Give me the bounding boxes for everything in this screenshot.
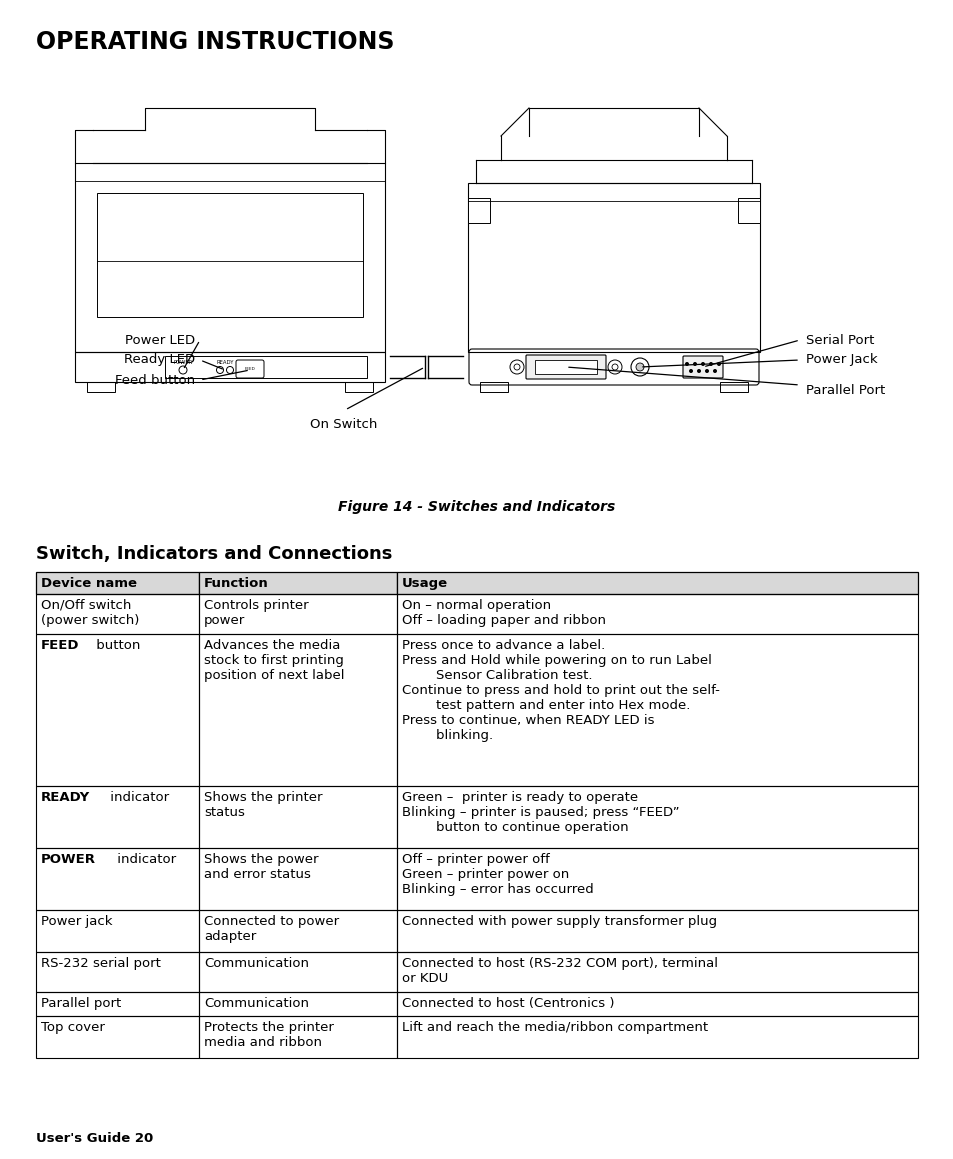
Bar — [199, 952, 396, 992]
Text: Power LED: Power LED — [125, 334, 194, 347]
Circle shape — [692, 362, 697, 366]
Bar — [165, 356, 367, 378]
Text: Ready LED: Ready LED — [124, 353, 194, 366]
Circle shape — [704, 369, 708, 373]
Text: Device name: Device name — [41, 577, 137, 590]
Bar — [36, 952, 199, 992]
Bar — [738, 198, 760, 223]
Bar — [36, 992, 199, 1016]
Bar — [396, 848, 917, 910]
Text: button: button — [91, 639, 140, 653]
FancyBboxPatch shape — [525, 355, 605, 379]
Text: POWER: POWER — [173, 360, 193, 365]
Circle shape — [510, 360, 523, 374]
Bar — [468, 198, 490, 223]
Text: OPERATING INSTRUCTIONS: OPERATING INSTRUCTIONS — [36, 30, 395, 54]
Bar — [75, 163, 385, 352]
Text: Advances the media
stock to first printing
position of next label: Advances the media stock to first printi… — [204, 639, 344, 681]
Text: Protects the printer
media and ribbon: Protects the printer media and ribbon — [204, 1021, 334, 1049]
Bar — [396, 952, 917, 992]
Text: Connected with power supply transformer plug: Connected with power supply transformer … — [401, 914, 717, 928]
Text: On/Off switch
(power switch): On/Off switch (power switch) — [41, 599, 139, 627]
Text: READY: READY — [216, 360, 233, 365]
Text: Communication: Communication — [204, 957, 309, 970]
Text: FEED: FEED — [244, 367, 255, 371]
Bar — [396, 595, 917, 634]
Bar — [36, 786, 199, 848]
Text: READY: READY — [41, 790, 91, 804]
Text: Connected to host (RS-232 COM port), terminal
or KDU: Connected to host (RS-232 COM port), ter… — [401, 957, 718, 985]
Text: Figure 14 - Switches and Indicators: Figure 14 - Switches and Indicators — [338, 500, 615, 513]
Text: Function: Function — [204, 577, 269, 590]
Text: Parallel port: Parallel port — [41, 997, 121, 1009]
Text: Connected to host (Centronics ): Connected to host (Centronics ) — [401, 997, 614, 1009]
Bar — [396, 634, 917, 786]
Bar — [36, 1016, 199, 1058]
Text: Switch, Indicators and Connections: Switch, Indicators and Connections — [36, 545, 392, 563]
Text: Power Jack: Power Jack — [805, 353, 877, 366]
Bar — [199, 992, 396, 1016]
Text: Controls printer
power: Controls printer power — [204, 599, 309, 627]
Bar — [199, 910, 396, 952]
Text: FEED: FEED — [41, 639, 79, 653]
Circle shape — [636, 363, 643, 371]
Bar — [396, 573, 917, 595]
Text: Communication: Communication — [204, 997, 309, 1009]
Bar — [396, 992, 917, 1016]
Bar — [720, 382, 747, 392]
Text: Press once to advance a label.
Press and Hold while powering on to run Label
   : Press once to advance a label. Press and… — [401, 639, 720, 742]
Text: Serial Port: Serial Port — [805, 334, 874, 347]
Bar — [535, 360, 597, 374]
Text: Connected to power
adapter: Connected to power adapter — [204, 914, 338, 943]
Text: Green –  printer is ready to operate
Blinking – printer is paused; press “FEED”
: Green – printer is ready to operate Blin… — [401, 790, 679, 834]
Text: RS-232 serial port: RS-232 serial port — [41, 957, 161, 970]
Bar — [396, 910, 917, 952]
Text: On Switch: On Switch — [310, 418, 377, 431]
Text: User's Guide 20: User's Guide 20 — [36, 1132, 153, 1145]
Text: Shows the printer
status: Shows the printer status — [204, 790, 322, 819]
Bar — [479, 382, 507, 392]
Circle shape — [630, 358, 648, 376]
Bar — [36, 595, 199, 634]
Bar — [36, 634, 199, 786]
Bar — [75, 352, 385, 382]
Text: indicator: indicator — [112, 853, 176, 866]
Bar — [468, 183, 760, 352]
Circle shape — [607, 360, 621, 374]
Bar — [199, 848, 396, 910]
Bar — [36, 848, 199, 910]
Bar — [199, 1016, 396, 1058]
Bar — [36, 910, 199, 952]
Text: Lift and reach the media/ribbon compartment: Lift and reach the media/ribbon compartm… — [401, 1021, 707, 1034]
Text: Top cover: Top cover — [41, 1021, 105, 1034]
Bar — [87, 382, 115, 392]
Bar — [396, 786, 917, 848]
Bar — [199, 573, 396, 595]
Bar — [36, 573, 199, 595]
Circle shape — [688, 369, 692, 373]
Bar — [396, 1016, 917, 1058]
Circle shape — [700, 362, 704, 366]
Bar — [199, 634, 396, 786]
Text: On – normal operation
Off – loading paper and ribbon: On – normal operation Off – loading pape… — [401, 599, 605, 627]
Text: Power jack: Power jack — [41, 914, 112, 928]
Text: Feed button: Feed button — [114, 373, 194, 386]
Text: indicator: indicator — [106, 790, 169, 804]
Circle shape — [684, 362, 688, 366]
Circle shape — [697, 369, 700, 373]
Text: Shows the power
and error status: Shows the power and error status — [204, 853, 318, 881]
Circle shape — [708, 362, 712, 366]
FancyBboxPatch shape — [682, 356, 722, 378]
Bar — [199, 786, 396, 848]
Text: Usage: Usage — [401, 577, 448, 590]
Text: Off – printer power off
Green – printer power on
Blinking – error has occurred: Off – printer power off Green – printer … — [401, 853, 593, 896]
Text: Parallel Port: Parallel Port — [805, 384, 884, 396]
Circle shape — [717, 362, 720, 366]
Bar — [345, 382, 373, 392]
Bar — [97, 194, 363, 318]
Circle shape — [712, 369, 717, 373]
Text: POWER: POWER — [41, 853, 96, 866]
Bar — [199, 595, 396, 634]
